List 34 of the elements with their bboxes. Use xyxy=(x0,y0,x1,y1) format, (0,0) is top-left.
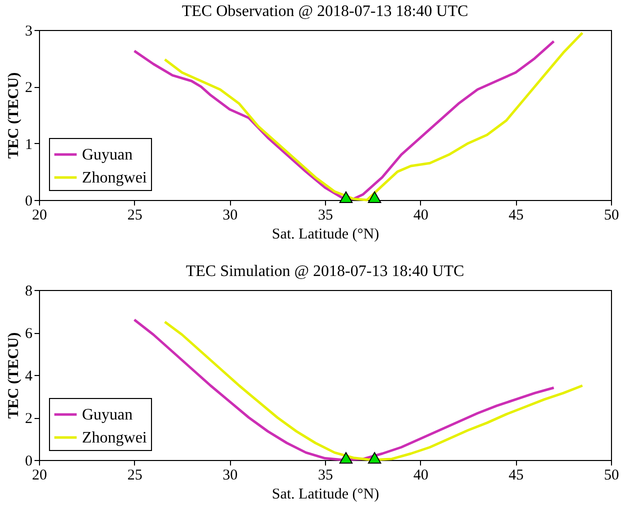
y-tick-label: 0 xyxy=(25,194,32,210)
legend-label: Guyuan xyxy=(82,406,133,424)
x-tick-label: 25 xyxy=(127,208,142,224)
x-tick-label: 50 xyxy=(604,468,619,484)
x-tick-label: 20 xyxy=(32,208,47,224)
y-axis-title: TEC (TECU) xyxy=(6,332,22,419)
x-tick-label: 45 xyxy=(508,208,524,224)
y-tick-label: 1 xyxy=(25,136,32,153)
chart-title: TEC Observation @ 2018-07-13 18:40 UTC xyxy=(182,3,468,20)
y-tick-label: 3 xyxy=(25,24,32,40)
chart-title: TEC Simulation @ 2018-07-13 18:40 UTC xyxy=(186,263,464,280)
legend-label: Zhongwei xyxy=(82,430,148,446)
x-tick-label: 20 xyxy=(32,468,47,484)
x-tick-label: 40 xyxy=(413,208,428,224)
line-series xyxy=(164,32,584,202)
x-tick-label: 45 xyxy=(508,468,524,484)
x-tick-label: 30 xyxy=(222,208,238,224)
x-tick-label: 35 xyxy=(318,208,333,224)
x-tick-label: 30 xyxy=(222,468,238,484)
y-tick-label: 0 xyxy=(25,454,32,470)
y-tick-label: 6 xyxy=(25,326,33,342)
x-tick-label: 50 xyxy=(604,208,619,224)
y-tick-label: 2 xyxy=(25,411,32,427)
y-tick-label: 8 xyxy=(25,284,32,300)
x-axis-title: Sat. Latitude (°N) xyxy=(272,226,380,242)
y-axis-title: TEC (TECU) xyxy=(6,72,22,159)
y-tick-label: 4 xyxy=(25,368,33,384)
legend-label: Zhongwei xyxy=(82,170,148,186)
x-tick-label: 35 xyxy=(318,468,333,484)
x-tick-label: 25 xyxy=(127,468,142,484)
x-tick-label: 40 xyxy=(413,468,428,484)
x-axis-title: Sat. Latitude (°N) xyxy=(272,486,380,502)
legend-label: Guyuan xyxy=(82,146,133,164)
y-tick-label: 2 xyxy=(25,80,32,96)
